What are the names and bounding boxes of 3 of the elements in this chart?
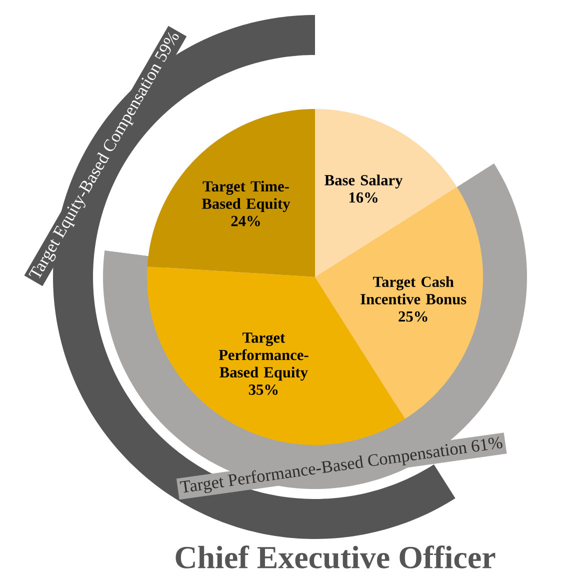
data-label: 35% xyxy=(248,384,278,395)
slice-label: Target Performance-Based Equity xyxy=(218,332,308,381)
text: Chief Executive Officer xyxy=(176,546,496,568)
